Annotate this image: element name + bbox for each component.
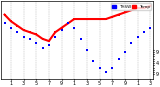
Point [73, 27, 76, 29]
Point [105, 71, 107, 73]
Point [60, 29, 63, 31]
Point [29, 38, 31, 40]
Point [48, 45, 50, 46]
Point [92, 60, 95, 62]
Point [10, 27, 12, 29]
Point [41, 47, 44, 48]
Point [136, 36, 139, 37]
Point [124, 51, 126, 53]
Point [67, 23, 69, 24]
Point [54, 36, 56, 37]
Point [79, 38, 82, 40]
Point [143, 32, 145, 33]
Point [22, 36, 25, 37]
Point [3, 23, 6, 24]
Point [117, 58, 120, 59]
Legend: THSW, Temp: THSW, Temp [111, 3, 151, 10]
Point [86, 49, 88, 51]
Point [35, 43, 37, 44]
Point [130, 43, 132, 44]
Point [149, 27, 152, 29]
Point [111, 67, 113, 68]
Point [16, 32, 19, 33]
Point [98, 67, 101, 68]
